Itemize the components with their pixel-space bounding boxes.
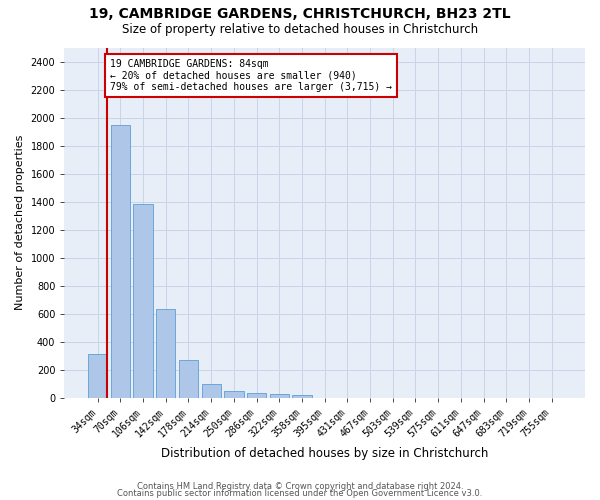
- Bar: [269, 394, 289, 398]
- Y-axis label: Number of detached properties: Number of detached properties: [15, 135, 25, 310]
- Text: Contains public sector information licensed under the Open Government Licence v3: Contains public sector information licen…: [118, 489, 482, 498]
- Text: 19, CAMBRIDGE GARDENS, CHRISTCHURCH, BH23 2TL: 19, CAMBRIDGE GARDENS, CHRISTCHURCH, BH2…: [89, 8, 511, 22]
- Bar: [247, 392, 266, 398]
- Bar: [133, 204, 153, 398]
- Bar: [88, 354, 107, 398]
- Text: Contains HM Land Registry data © Crown copyright and database right 2024.: Contains HM Land Registry data © Crown c…: [137, 482, 463, 491]
- Text: 19 CAMBRIDGE GARDENS: 84sqm
← 20% of detached houses are smaller (940)
79% of se: 19 CAMBRIDGE GARDENS: 84sqm ← 20% of det…: [110, 58, 392, 92]
- Text: Size of property relative to detached houses in Christchurch: Size of property relative to detached ho…: [122, 22, 478, 36]
- Bar: [224, 391, 244, 398]
- X-axis label: Distribution of detached houses by size in Christchurch: Distribution of detached houses by size …: [161, 447, 488, 460]
- Bar: [292, 395, 311, 398]
- Bar: [111, 124, 130, 398]
- Bar: [202, 384, 221, 398]
- Bar: [156, 310, 175, 398]
- Bar: [179, 360, 198, 398]
